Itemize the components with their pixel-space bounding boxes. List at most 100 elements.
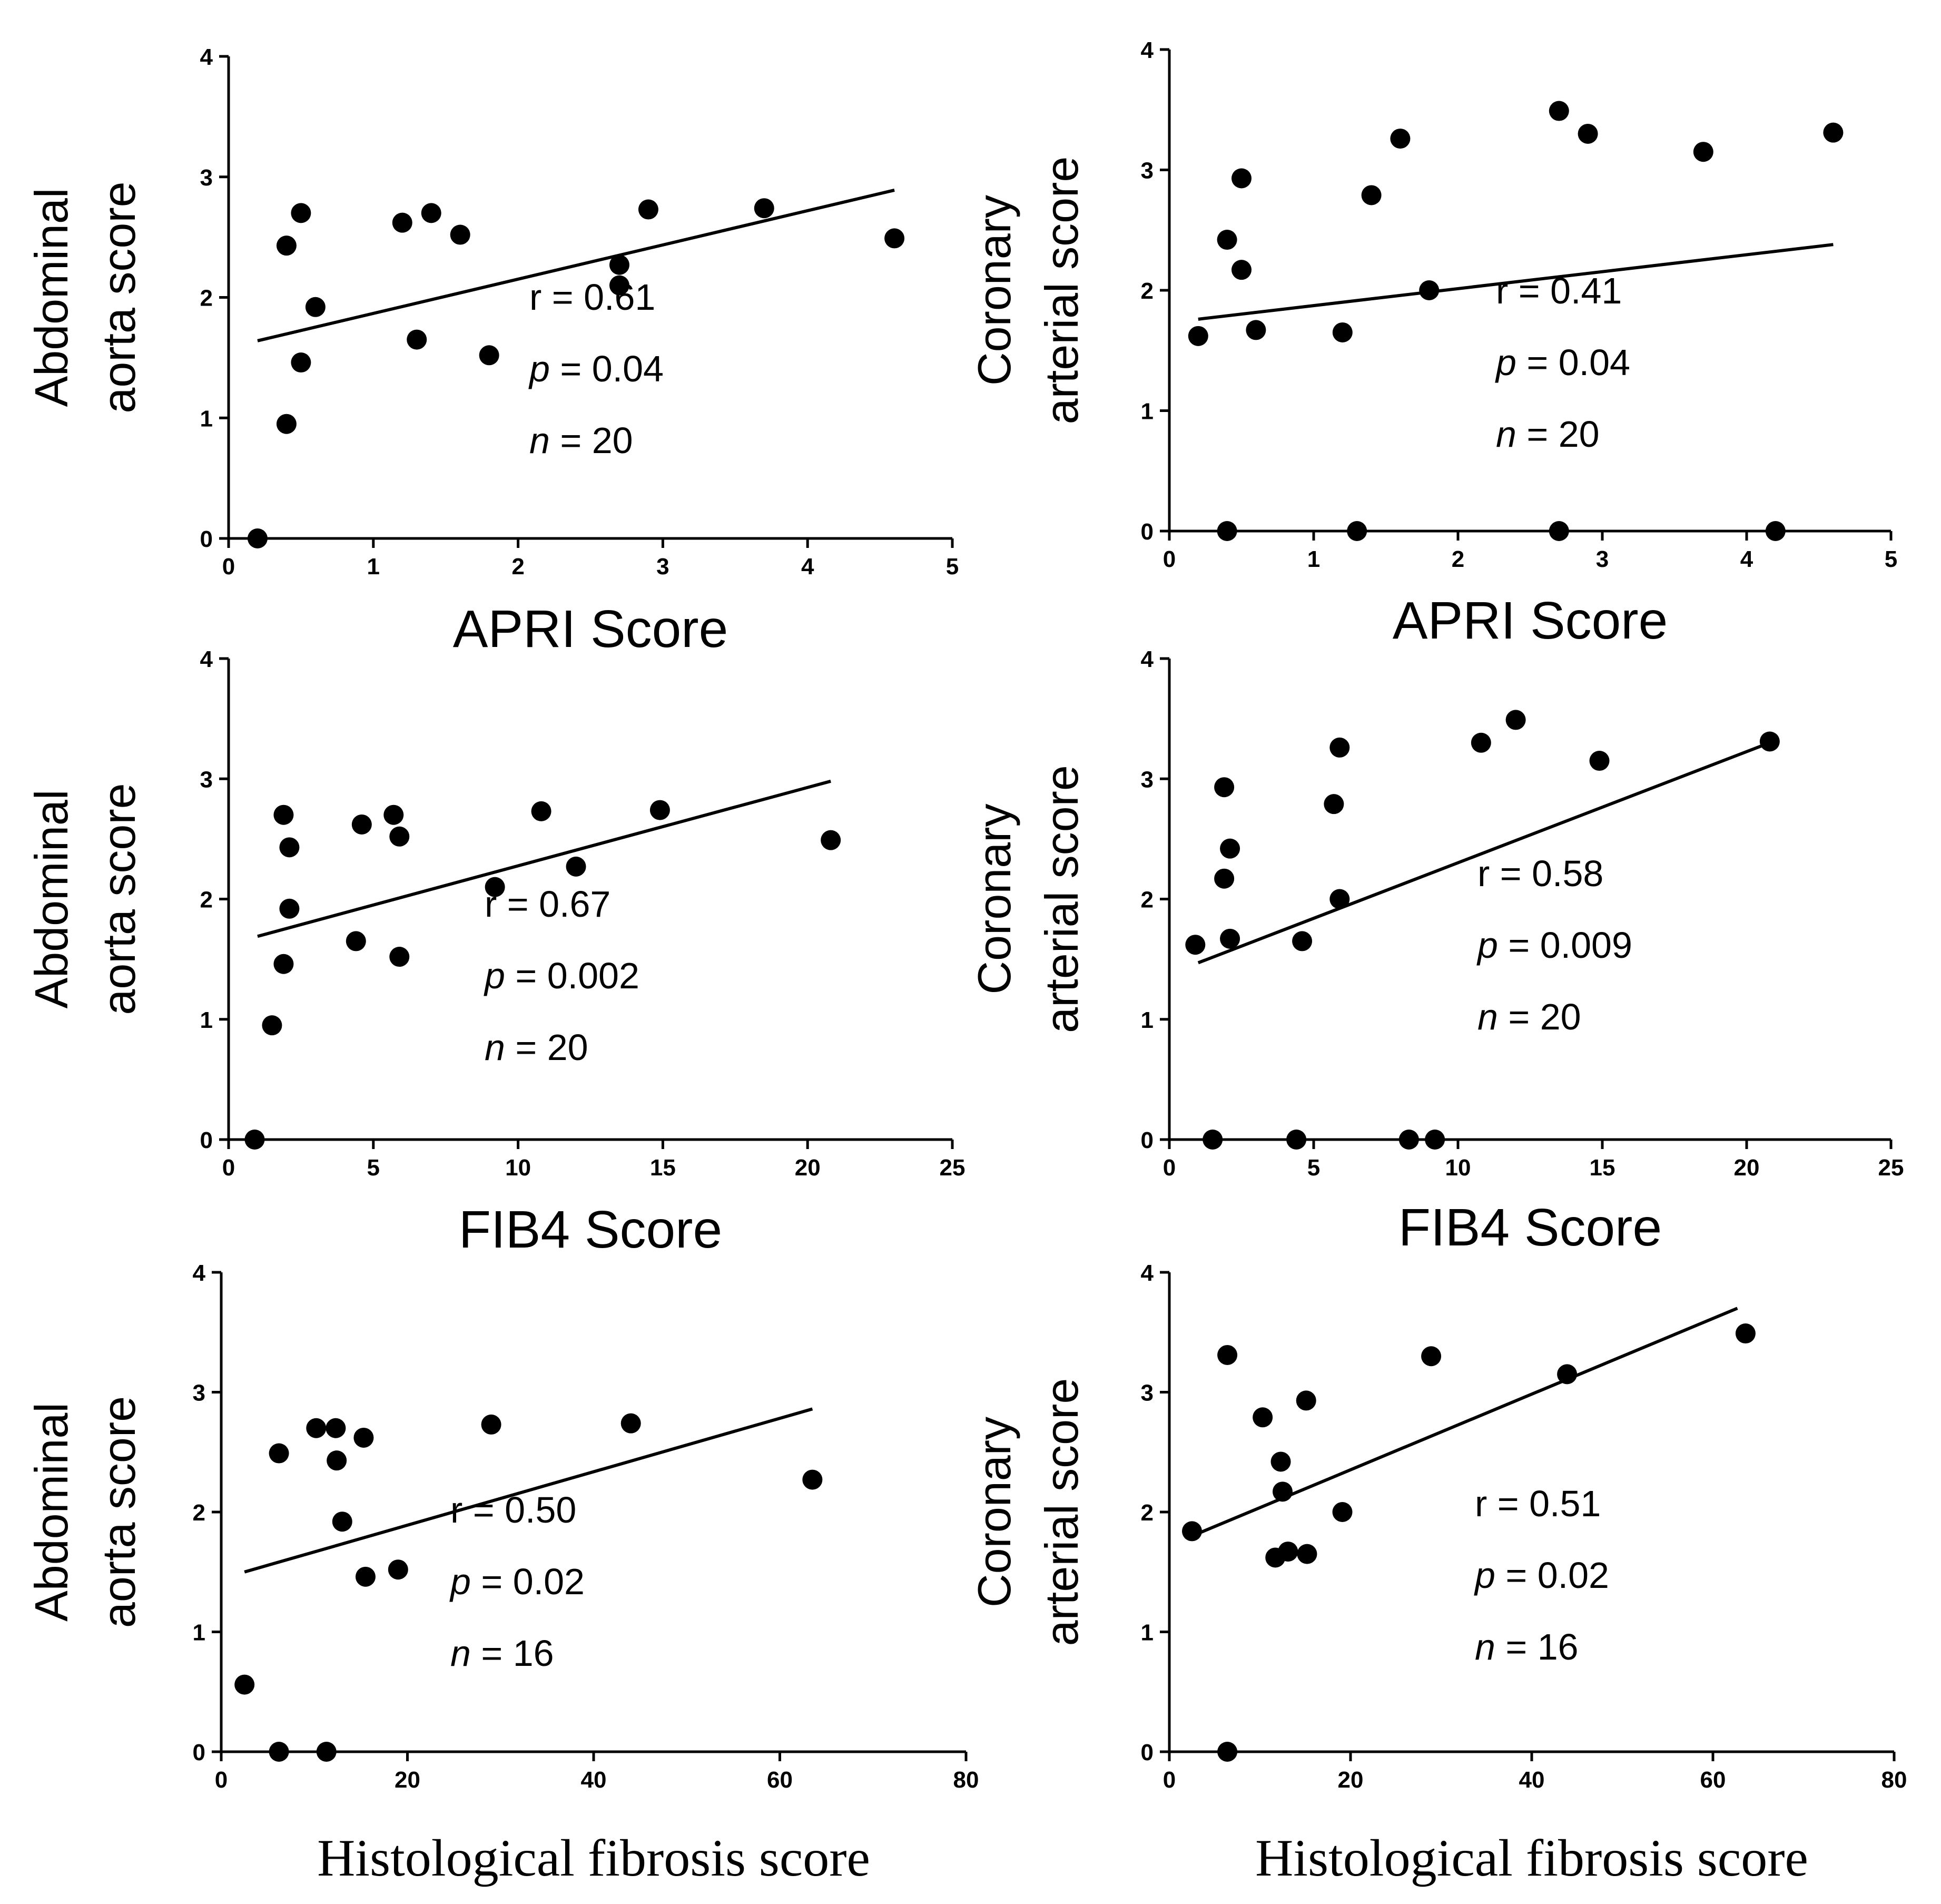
x-tick-label: 5 <box>367 1155 380 1181</box>
stat-r-value: 0.51 <box>1529 1483 1601 1524</box>
data-point <box>1693 142 1713 162</box>
x-tick-label: 60 <box>1700 1767 1726 1793</box>
data-point <box>1273 1481 1293 1502</box>
stat-p-value: = 0.009 <box>1498 925 1632 966</box>
stat-p-value: = 0.02 <box>471 1561 585 1602</box>
data-point <box>1217 230 1237 250</box>
regression-line <box>257 188 895 342</box>
y-axis-title: aorta score <box>93 783 145 1015</box>
data-point <box>821 830 841 850</box>
stat-p: p = 0.02 <box>449 1561 585 1602</box>
data-point <box>279 837 300 858</box>
data-point <box>326 1418 346 1438</box>
x-tick-label: 1 <box>367 554 380 580</box>
stat-r-label: r = <box>1496 270 1550 311</box>
data-point <box>1361 185 1382 205</box>
panel-p6: 0 20 40 60 80 0 1 2 3 4 Coronary arterial score Hist… <box>968 1260 1907 1887</box>
data-point <box>1332 322 1353 342</box>
x-axis-title: FIB4 Score <box>459 1200 722 1259</box>
data-point <box>1549 521 1569 541</box>
stat-p-value: = 0.04 <box>550 348 664 389</box>
x-tick-label: 20 <box>1734 1155 1760 1181</box>
x-tick-label: 20 <box>795 1155 821 1181</box>
y-tick-label: 2 <box>1141 887 1154 913</box>
data-point <box>1182 1521 1202 1542</box>
y-tick-label: 1 <box>1141 1007 1154 1033</box>
data-point <box>1203 1130 1223 1150</box>
data-point <box>1246 320 1266 340</box>
data-point <box>481 1414 501 1435</box>
x-tick-label: 80 <box>1881 1767 1907 1793</box>
panel-p5: 0 20 40 60 80 0 1 2 3 4 Abdominal aorta score Histol… <box>25 1260 979 1887</box>
y-axis-title: Abdominal <box>25 790 77 1009</box>
x-tick-label: 0 <box>222 1155 235 1181</box>
data-point <box>1220 838 1240 859</box>
stat-n-value: = 20 <box>550 420 633 461</box>
stat-r: r = 0.50 <box>450 1489 576 1530</box>
data-point <box>609 275 629 296</box>
stat-n-value: = 16 <box>471 1633 554 1674</box>
x-tick-label: 0 <box>222 554 235 580</box>
y-axis-title: aorta score <box>93 181 145 413</box>
data-point <box>407 329 427 350</box>
data-point <box>1278 1542 1298 1562</box>
stat-n-label: n <box>485 1027 505 1068</box>
y-tick-label: 1 <box>1141 1620 1154 1646</box>
data-point <box>649 800 670 820</box>
data-point <box>421 203 441 223</box>
data-point <box>1505 710 1526 730</box>
data-point <box>1188 326 1208 346</box>
stat-r: r = 0.67 <box>485 884 610 925</box>
y-tick-label: 0 <box>200 1127 213 1153</box>
y-tick-label: 3 <box>1141 1380 1154 1406</box>
x-tick-label: 80 <box>953 1767 979 1793</box>
stat-p: p = 0.04 <box>528 348 664 389</box>
data-point <box>1332 1502 1353 1522</box>
data-point <box>1589 751 1610 771</box>
y-tick-label: 1 <box>200 1007 213 1033</box>
stat-n-label: n <box>450 1633 471 1674</box>
data-point <box>1297 1544 1317 1564</box>
data-point <box>355 1566 376 1587</box>
data-point <box>389 947 410 967</box>
stat-p: p = 0.02 <box>1474 1555 1609 1596</box>
data-point <box>638 199 658 220</box>
stat-p-value: = 0.02 <box>1495 1555 1609 1596</box>
data-point <box>609 254 629 275</box>
data-point <box>1286 1130 1307 1150</box>
stat-r-label: r = <box>485 884 539 925</box>
y-tick-label: 2 <box>1141 278 1154 304</box>
stat-p-value: = 0.04 <box>1516 342 1630 383</box>
data-point <box>566 856 586 877</box>
stat-r: r = 0.51 <box>1475 1483 1601 1524</box>
y-tick-label: 4 <box>1141 646 1154 672</box>
stat-r: r = 0.41 <box>1496 270 1622 311</box>
y-tick-label: 0 <box>193 1740 205 1765</box>
stat-p-label: p <box>528 348 550 389</box>
x-tick-label: 10 <box>505 1155 531 1181</box>
data-point <box>1253 1407 1273 1428</box>
x-tick-label: 0 <box>215 1767 228 1793</box>
data-point <box>279 898 300 919</box>
data-point <box>802 1469 823 1490</box>
stat-n: n = 20 <box>1477 996 1581 1037</box>
y-tick-label: 1 <box>1141 399 1154 425</box>
y-tick-label: 4 <box>1141 1260 1154 1286</box>
panel-p1: 0 1 2 3 4 5 0 1 2 3 4 Abdominal aorta score APRI Scor… <box>25 44 959 659</box>
y-axis-title: arterial score <box>1036 156 1088 425</box>
y-tick-label: 1 <box>193 1620 205 1646</box>
stat-r-value: 0.67 <box>539 884 610 925</box>
x-tick-label: 5 <box>1885 546 1897 572</box>
data-point <box>1759 731 1780 752</box>
x-tick-label: 20 <box>1338 1767 1364 1793</box>
stat-p-label: p <box>1495 342 1516 383</box>
data-point <box>1185 935 1206 955</box>
data-point <box>383 804 404 825</box>
x-axis-title: APRI Score <box>1393 591 1668 650</box>
data-point <box>1220 928 1240 949</box>
data-point <box>1425 1130 1445 1150</box>
y-tick-label: 3 <box>193 1380 205 1406</box>
y-tick-label: 2 <box>1141 1500 1154 1526</box>
panel-p4: 0 5 10 15 20 25 0 1 2 3 4 Coronary arterial score FIB… <box>968 646 1904 1257</box>
